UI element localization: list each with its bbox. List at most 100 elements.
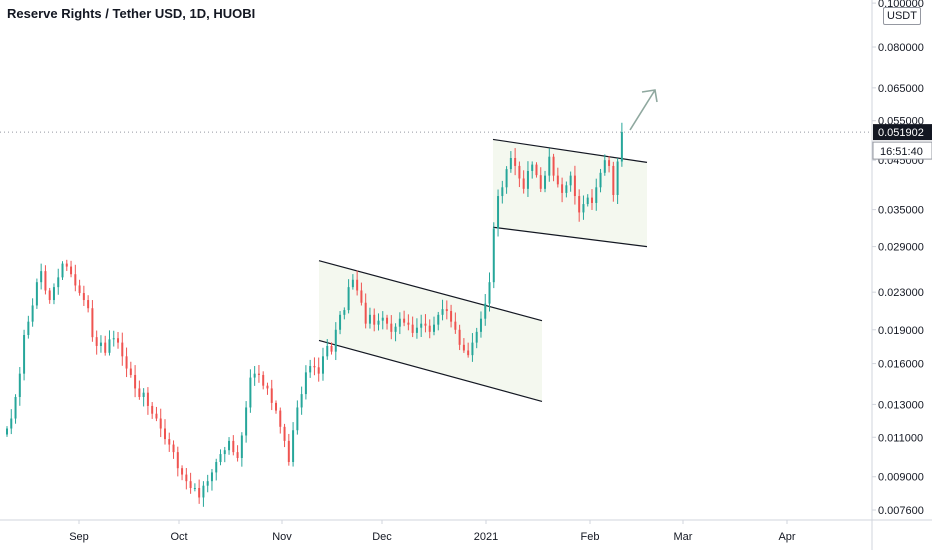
candle: [424, 314, 427, 333]
channel-upper-line[interactable]: [318, 260, 543, 322]
candle: [78, 279, 81, 296]
candle: [292, 422, 295, 467]
candle: [548, 148, 551, 182]
candle: [57, 268, 60, 295]
candle: [6, 426, 8, 437]
candle: [185, 468, 188, 490]
candle: [343, 307, 346, 320]
candle: [450, 304, 453, 328]
candle: [608, 156, 611, 173]
candle: [262, 371, 265, 390]
time-tick-label: Oct: [170, 531, 187, 543]
price-tick-label: 0.023000: [878, 287, 924, 299]
candle: [142, 388, 145, 407]
candle: [125, 347, 128, 378]
candle: [300, 386, 303, 415]
projection-arrow[interactable]: [629, 89, 658, 131]
candle: [339, 311, 342, 335]
candle: [82, 285, 85, 306]
candle: [74, 264, 77, 292]
candle: [129, 361, 132, 378]
candle: [99, 335, 102, 353]
time-tick-label: Apr: [778, 531, 795, 543]
candle: [134, 365, 137, 398]
candle: [266, 382, 269, 395]
chart-title: Reserve Rights / Tether USD, 1D, HUOBI: [7, 6, 256, 21]
candle: [509, 151, 512, 173]
candle: [360, 282, 363, 306]
candle: [236, 445, 239, 462]
candle: [48, 287, 51, 304]
candle: [377, 313, 380, 331]
overlay-layer: [0, 89, 872, 133]
candle: [462, 338, 465, 353]
candle: [70, 260, 73, 278]
candle: [223, 446, 226, 463]
candle: [334, 322, 337, 361]
candle: [544, 170, 547, 193]
candle: [420, 314, 423, 338]
candle: [228, 437, 231, 455]
candle: [215, 458, 218, 481]
candle: [304, 365, 307, 400]
candle: [526, 161, 529, 197]
candle: [599, 168, 602, 193]
candle: [381, 311, 384, 330]
candle: [44, 265, 47, 295]
candle: [317, 357, 320, 382]
channel-lower-line[interactable]: [492, 226, 648, 248]
candle: [159, 408, 162, 438]
price-tick-label: 0.080000: [878, 42, 924, 54]
candle: [193, 483, 196, 492]
candle: [578, 189, 581, 222]
candle: [364, 293, 367, 329]
candle: [210, 468, 213, 491]
currency-badge[interactable]: USDT: [883, 7, 921, 25]
candle: [168, 432, 171, 452]
candle: [518, 161, 521, 188]
candle: [612, 161, 615, 202]
time-tick-label: 2021: [474, 531, 498, 543]
candle: [411, 316, 414, 338]
time-tick-label: Dec: [372, 531, 392, 543]
candle: [296, 400, 299, 435]
channel-lower-line[interactable]: [318, 339, 543, 402]
candle: [569, 171, 572, 192]
candle: [484, 294, 487, 326]
time-tick-label: Mar: [674, 531, 693, 543]
candle: [403, 310, 406, 327]
candle: [501, 180, 504, 204]
candle: [321, 347, 324, 381]
candle: [475, 327, 478, 349]
candle: [65, 259, 68, 271]
candle: [433, 316, 435, 336]
candle: [270, 379, 273, 411]
candle: [351, 274, 354, 290]
candle: [198, 479, 201, 504]
candle: [539, 167, 542, 193]
candle: [257, 365, 260, 383]
candle: [35, 278, 38, 309]
candle: [616, 158, 619, 205]
candle: [561, 177, 564, 203]
candle: [121, 332, 124, 366]
candle: [467, 342, 470, 358]
candle: [368, 307, 371, 329]
candle: [176, 446, 179, 477]
price-tick-label: 0.019000: [878, 325, 924, 337]
candle: [14, 394, 17, 424]
candle: [18, 367, 21, 406]
candle-layer: [6, 122, 623, 507]
candle: [441, 299, 444, 321]
candle: [535, 162, 538, 178]
candle: [458, 324, 461, 351]
time-tick-label: Feb: [581, 531, 600, 543]
channel-2[interactable]: [492, 138, 648, 248]
candle: [95, 330, 98, 355]
time-tick-label: Nov: [272, 531, 292, 543]
candle: [514, 148, 517, 176]
candle: [428, 319, 431, 339]
price-tick-label: 0.029000: [878, 242, 924, 254]
